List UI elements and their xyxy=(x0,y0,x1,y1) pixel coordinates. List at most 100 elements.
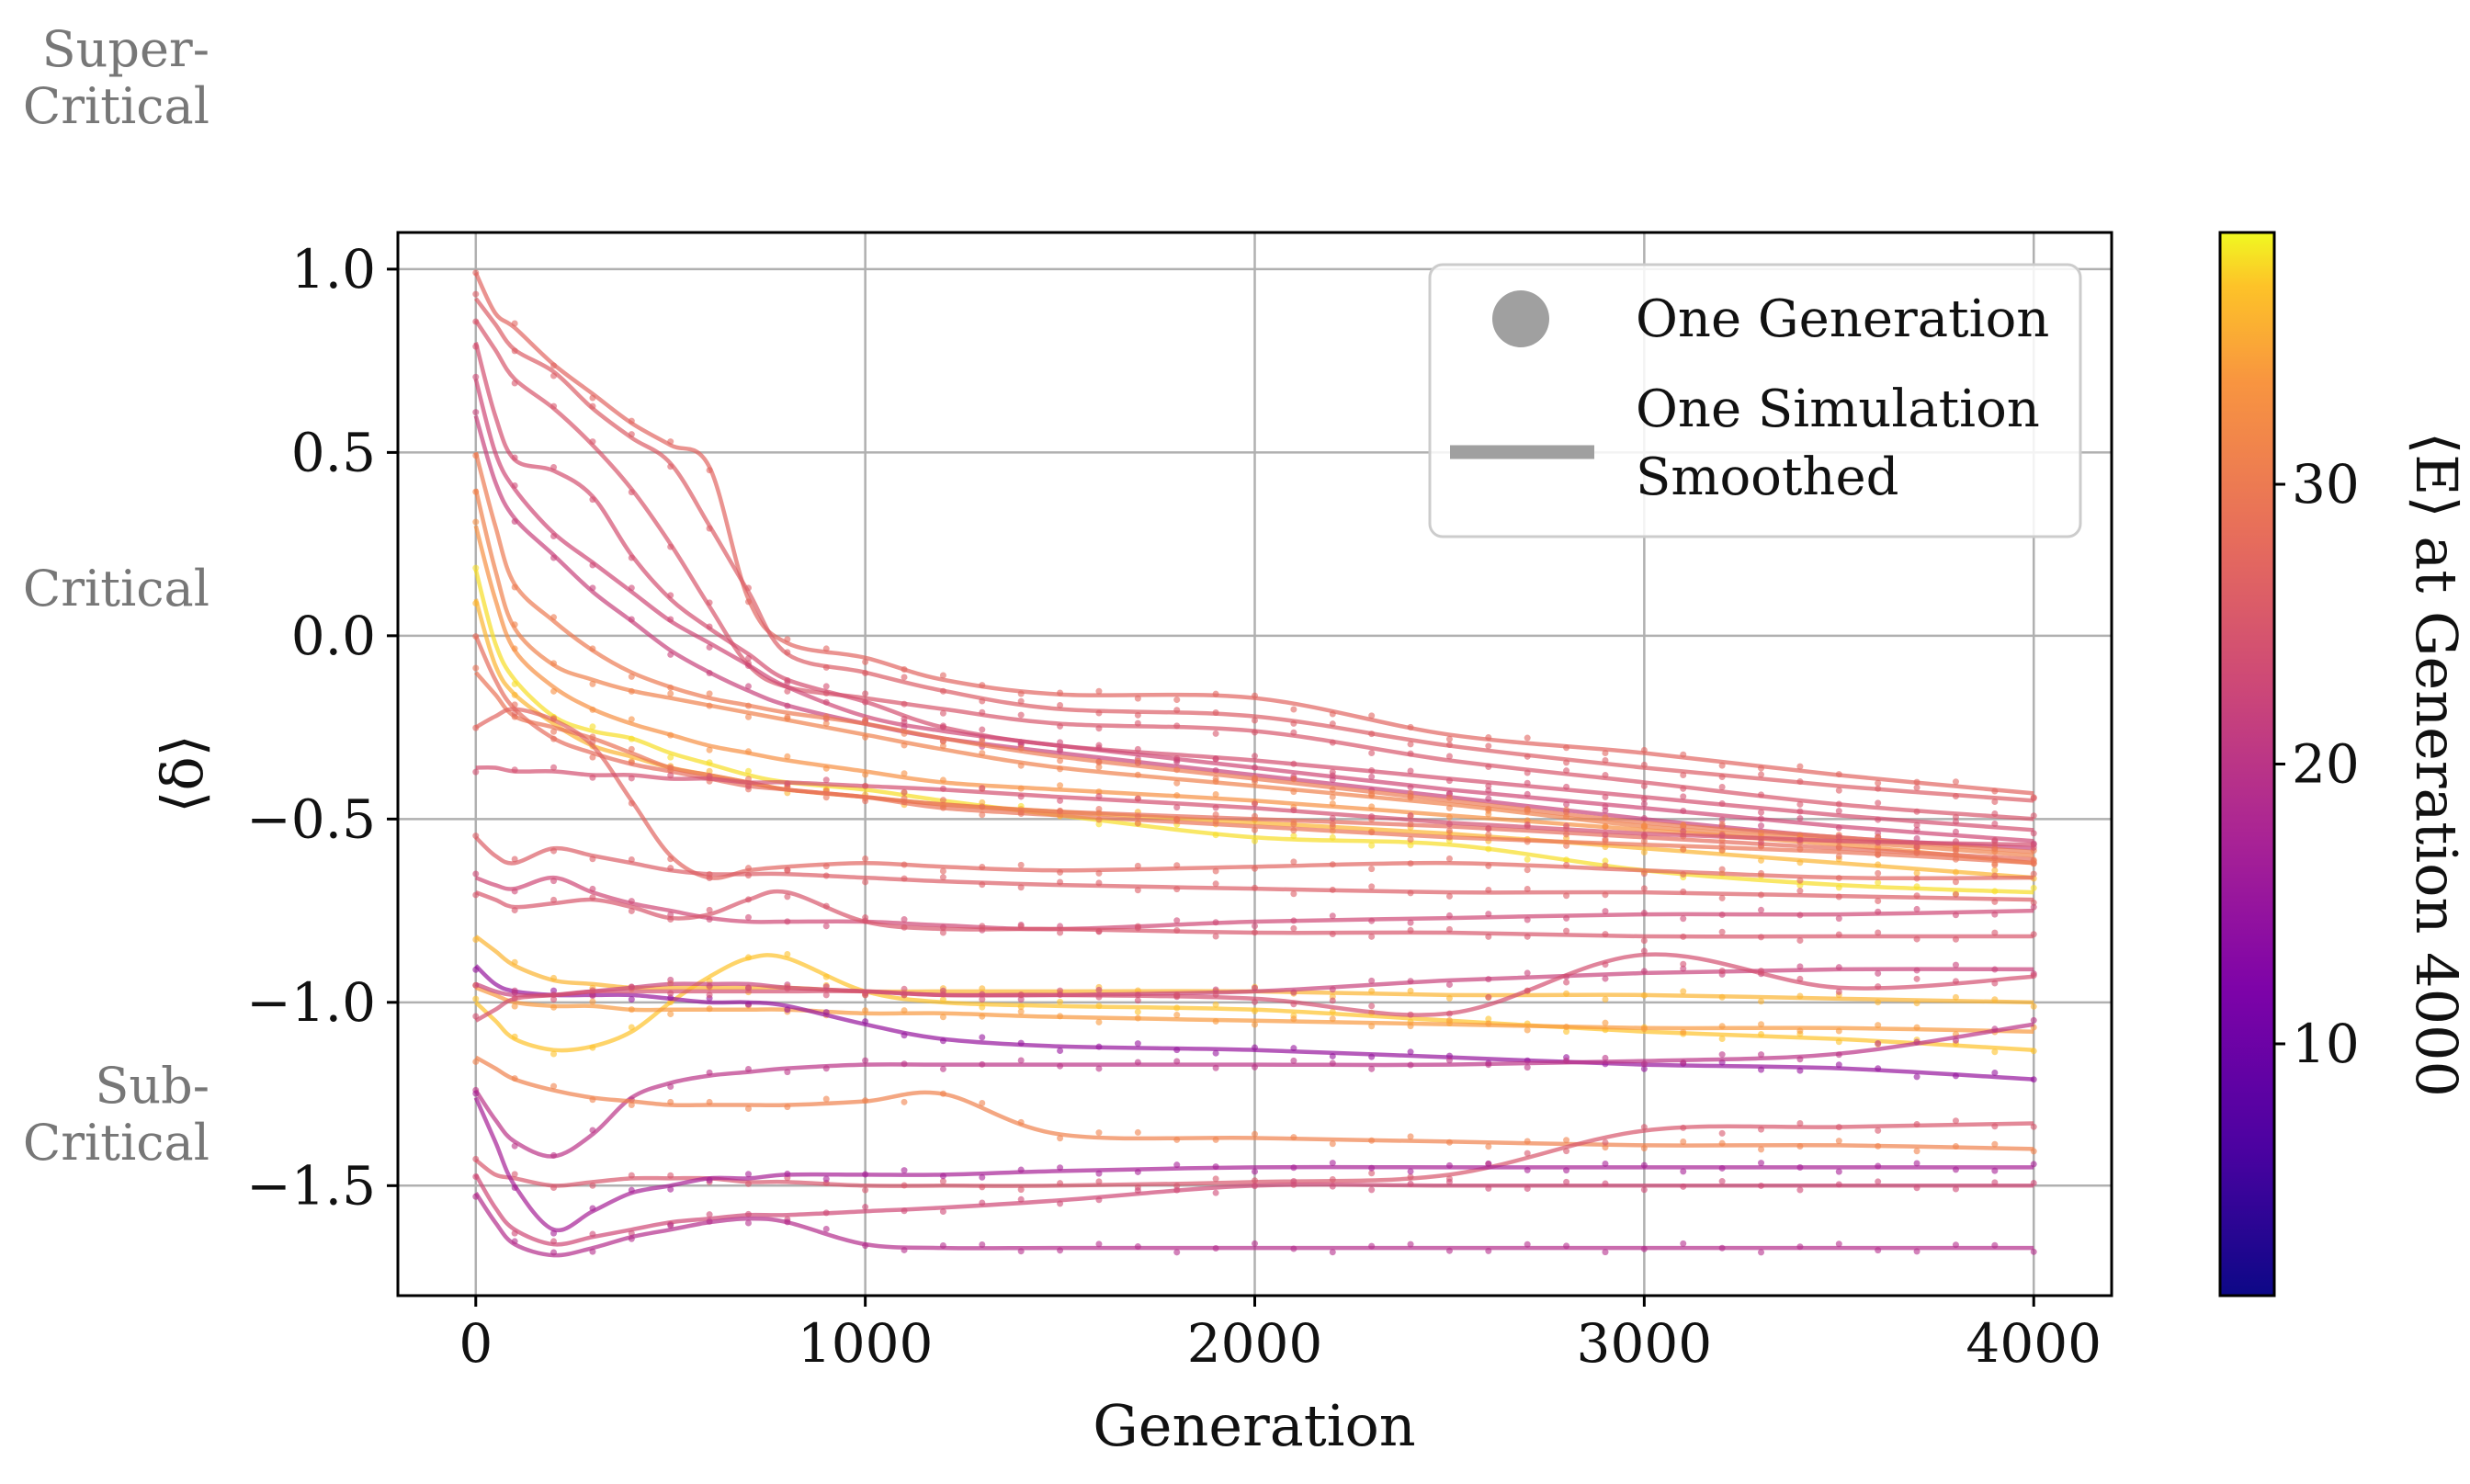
series-point xyxy=(1173,1186,1181,1194)
series-point xyxy=(1290,989,1297,996)
series-point xyxy=(550,687,558,695)
series-point xyxy=(1640,761,1648,768)
series-point xyxy=(1290,821,1297,828)
series-point xyxy=(1563,744,1570,752)
series-point xyxy=(1758,1031,1765,1038)
series-point xyxy=(784,715,791,722)
series-point xyxy=(1134,887,1141,894)
series-point xyxy=(1212,1163,1219,1171)
x-tick-label: 1000 xyxy=(798,1312,934,1375)
series-point xyxy=(1796,1163,1804,1171)
series-point xyxy=(784,636,791,643)
series-point xyxy=(706,669,713,676)
series-point xyxy=(822,983,830,991)
series-point xyxy=(1952,1037,1959,1044)
series-point xyxy=(1835,1124,1842,1131)
series-point xyxy=(822,1175,830,1183)
series-point xyxy=(1407,789,1414,797)
series-point xyxy=(667,1098,674,1105)
series-point xyxy=(1563,806,1570,813)
series-point xyxy=(1991,980,1999,987)
series-point xyxy=(1835,988,1842,995)
series-point xyxy=(706,643,713,651)
series-point xyxy=(1407,821,1414,828)
series-point xyxy=(1017,1248,1025,1255)
series-point xyxy=(589,1230,596,1238)
series-point xyxy=(1290,890,1297,898)
series-point xyxy=(939,929,946,936)
series-point xyxy=(1485,1160,1492,1167)
series-point xyxy=(1134,711,1141,719)
series-point xyxy=(1329,861,1336,868)
series-point xyxy=(939,1014,946,1021)
series-line xyxy=(473,451,2034,855)
series-point xyxy=(1718,968,1726,975)
series-point xyxy=(1991,1241,1999,1249)
series-point xyxy=(1952,1185,1959,1193)
series-point xyxy=(1485,976,1492,983)
series-point xyxy=(1368,1065,1376,1072)
series-point xyxy=(1602,1160,1609,1167)
series-point xyxy=(822,1209,830,1217)
series-point xyxy=(1875,897,1882,904)
series-point xyxy=(744,584,752,592)
series-point xyxy=(1991,898,1999,905)
series-point xyxy=(511,1033,518,1040)
series-point xyxy=(1407,794,1414,801)
series-point xyxy=(979,803,986,810)
series-point xyxy=(1602,823,1609,831)
legend: One Generation One Simulation Smoothed xyxy=(1428,263,2082,538)
x-tick-label: 2000 xyxy=(1187,1312,1323,1375)
series-point xyxy=(1796,877,1804,884)
series-point xyxy=(1329,1160,1336,1167)
series-point xyxy=(1134,1243,1141,1251)
series-point xyxy=(1290,1015,1297,1023)
series-point xyxy=(1524,1138,1531,1145)
series-point xyxy=(1057,782,1064,789)
series-point xyxy=(472,269,480,277)
series-point xyxy=(1913,778,1920,786)
series-point xyxy=(1445,753,1453,760)
series-point xyxy=(1252,1007,1258,1014)
series-point xyxy=(1134,923,1141,930)
series-point xyxy=(1134,1128,1141,1136)
series-point xyxy=(1017,793,1025,800)
series-point xyxy=(1173,758,1181,765)
series-point xyxy=(667,1011,674,1018)
series-point xyxy=(1329,912,1336,920)
series-point xyxy=(1952,813,1959,821)
series-point xyxy=(667,766,674,774)
series-point xyxy=(1445,1057,1453,1064)
series-point xyxy=(1445,742,1453,749)
series-point xyxy=(1952,961,1959,969)
series-point xyxy=(1835,893,1842,901)
series-point xyxy=(1991,966,1999,973)
series-point xyxy=(1835,844,1842,851)
series-point xyxy=(1407,784,1414,791)
series-point xyxy=(1913,1248,1920,1255)
series-point xyxy=(1875,1040,1882,1048)
series-point xyxy=(1134,862,1141,869)
series-line xyxy=(473,379,2034,844)
series-point xyxy=(1485,886,1492,893)
series-point xyxy=(2030,884,2037,891)
series-point xyxy=(1602,831,1609,838)
series-point xyxy=(1796,975,1804,982)
series-point xyxy=(1252,753,1258,760)
series-point xyxy=(862,1097,869,1105)
series-point xyxy=(1524,1185,1531,1193)
series-point xyxy=(1368,1242,1376,1250)
series-point xyxy=(1368,750,1376,757)
series-point xyxy=(1913,808,1920,815)
series-line xyxy=(473,488,2034,858)
series-point xyxy=(1913,821,1920,829)
series-point xyxy=(862,1007,869,1014)
series-point xyxy=(784,985,791,992)
series-point xyxy=(1485,831,1492,838)
series-point xyxy=(1835,1240,1842,1248)
series-point xyxy=(1173,779,1181,787)
series-point xyxy=(1835,1138,1842,1145)
series-point xyxy=(784,1006,791,1014)
series-point xyxy=(1913,1184,1920,1192)
series-point xyxy=(1017,1195,1025,1203)
